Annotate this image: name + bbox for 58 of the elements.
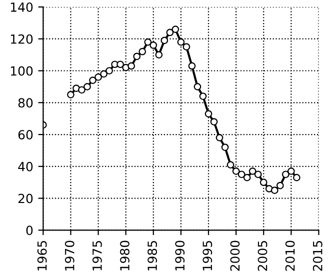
point	[172, 26, 180, 33]
point	[144, 38, 152, 46]
x-tick-label: 1975	[92, 240, 102, 270]
point	[248, 168, 256, 175]
x-tick-label: 1980	[120, 240, 130, 270]
y-tick-label: 60	[18, 130, 33, 140]
x-tick-label: 1990	[175, 240, 185, 270]
x-tick-label: 1965	[37, 240, 47, 270]
point	[276, 182, 284, 190]
point	[177, 38, 185, 46]
point	[128, 62, 136, 70]
point	[166, 28, 174, 36]
y-tick-label: 80	[18, 98, 33, 108]
point	[210, 118, 218, 126]
x-tick-label: 2010	[285, 240, 295, 271]
y-tick-label: 120	[10, 34, 33, 44]
point	[243, 174, 251, 182]
point	[270, 186, 278, 194]
y-tick-label: 100	[10, 66, 33, 76]
x-tick-label: 1995	[202, 240, 212, 270]
y-tick-label: 140	[10, 2, 33, 12]
point	[116, 60, 124, 68]
point	[138, 48, 146, 56]
point	[254, 170, 262, 178]
point	[199, 92, 207, 100]
point	[238, 170, 246, 178]
point	[160, 36, 168, 44]
point	[292, 174, 300, 182]
x-tick-label: 2000	[230, 240, 240, 271]
point	[204, 110, 212, 118]
point	[84, 83, 91, 90]
point	[100, 70, 108, 78]
point	[78, 86, 86, 94]
point	[133, 52, 141, 60]
x-tick-label: 2005	[258, 240, 268, 271]
point	[260, 178, 268, 186]
point	[194, 83, 202, 90]
point	[94, 73, 102, 81]
y-tick-label: 40	[18, 162, 33, 172]
point	[89, 76, 96, 84]
point	[216, 134, 224, 142]
point	[188, 62, 196, 70]
point	[221, 144, 229, 151]
y-tick-label: 0	[26, 226, 33, 236]
y-tick-label: 20	[18, 194, 33, 204]
point	[106, 67, 113, 74]
point	[67, 90, 74, 98]
point	[72, 84, 80, 92]
point	[282, 170, 290, 178]
point	[287, 168, 295, 175]
point	[232, 168, 240, 175]
x-tick-label: 2015	[312, 240, 322, 271]
point	[226, 161, 234, 168]
point	[155, 51, 163, 58]
x-tick-label: 1985	[148, 240, 158, 270]
point	[182, 43, 190, 51]
point	[150, 42, 158, 49]
x-tick-label: 1970	[64, 240, 74, 270]
